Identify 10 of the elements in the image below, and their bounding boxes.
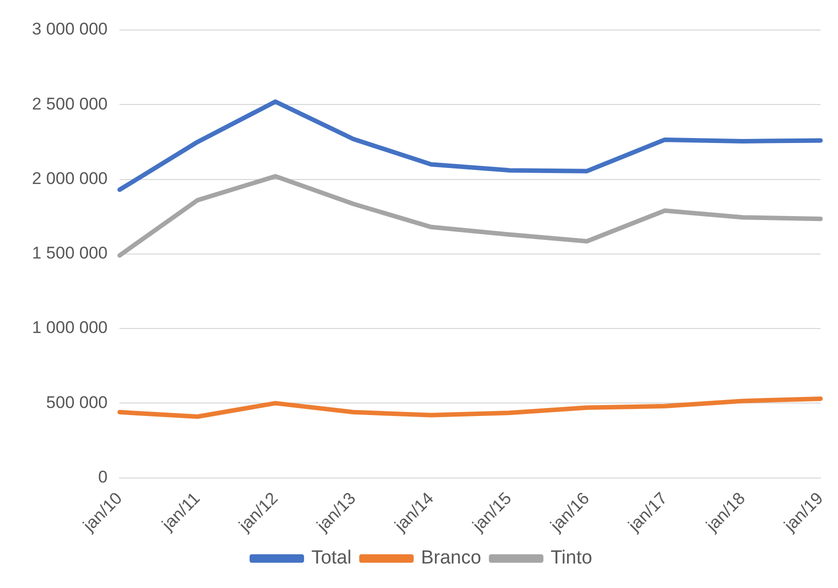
y-tick-label: 2 000 000 <box>32 168 108 188</box>
y-tick-label: 0 <box>98 468 108 487</box>
legend-label: Total <box>311 548 352 569</box>
y-tick-label: 500 000 <box>46 392 108 412</box>
legend-label: Branco <box>420 548 482 569</box>
y-tick-label: 2 500 000 <box>32 94 108 114</box>
y-tick-label: 1 500 000 <box>32 244 108 263</box>
y-tick-label: 3 000 000 <box>32 20 108 39</box>
y-tick-label: 1 000 000 <box>32 318 108 338</box>
legend-label: Tinto <box>550 548 592 569</box>
